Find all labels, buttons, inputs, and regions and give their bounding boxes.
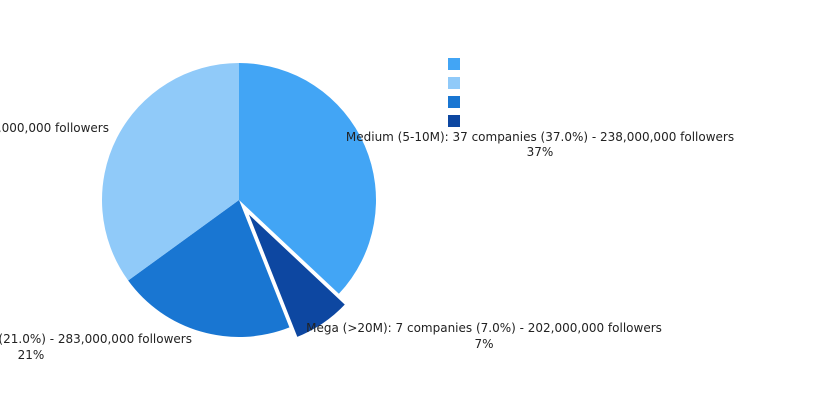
pie-slices [101, 63, 376, 340]
legend-swatch-4 [448, 115, 460, 127]
legend [448, 58, 460, 127]
slice-label-medium: Medium (5-10M): 37 companies (37.0%) - 2… [346, 130, 734, 144]
legend-swatch-3 [448, 96, 460, 108]
slice-label-large: anies (21.0%) - 283,000,000 followers [0, 332, 192, 346]
legend-swatch-1 [448, 58, 460, 70]
slice-pct-medium: 37% [527, 145, 554, 159]
legend-swatch-2 [448, 77, 460, 89]
slice-pct-mega: 7% [474, 337, 493, 351]
pie-slice-mega [245, 210, 348, 340]
slice-pct-large: 21% [18, 348, 45, 362]
slice-label-mega: Mega (>20M): 7 companies (7.0%) - 202,00… [306, 321, 662, 335]
pie-slice-medium [239, 63, 376, 294]
pie-slice-large [128, 200, 290, 337]
slice-label-small: 99,000,000 followers [0, 121, 109, 135]
pie-slice-small [101, 63, 239, 281]
